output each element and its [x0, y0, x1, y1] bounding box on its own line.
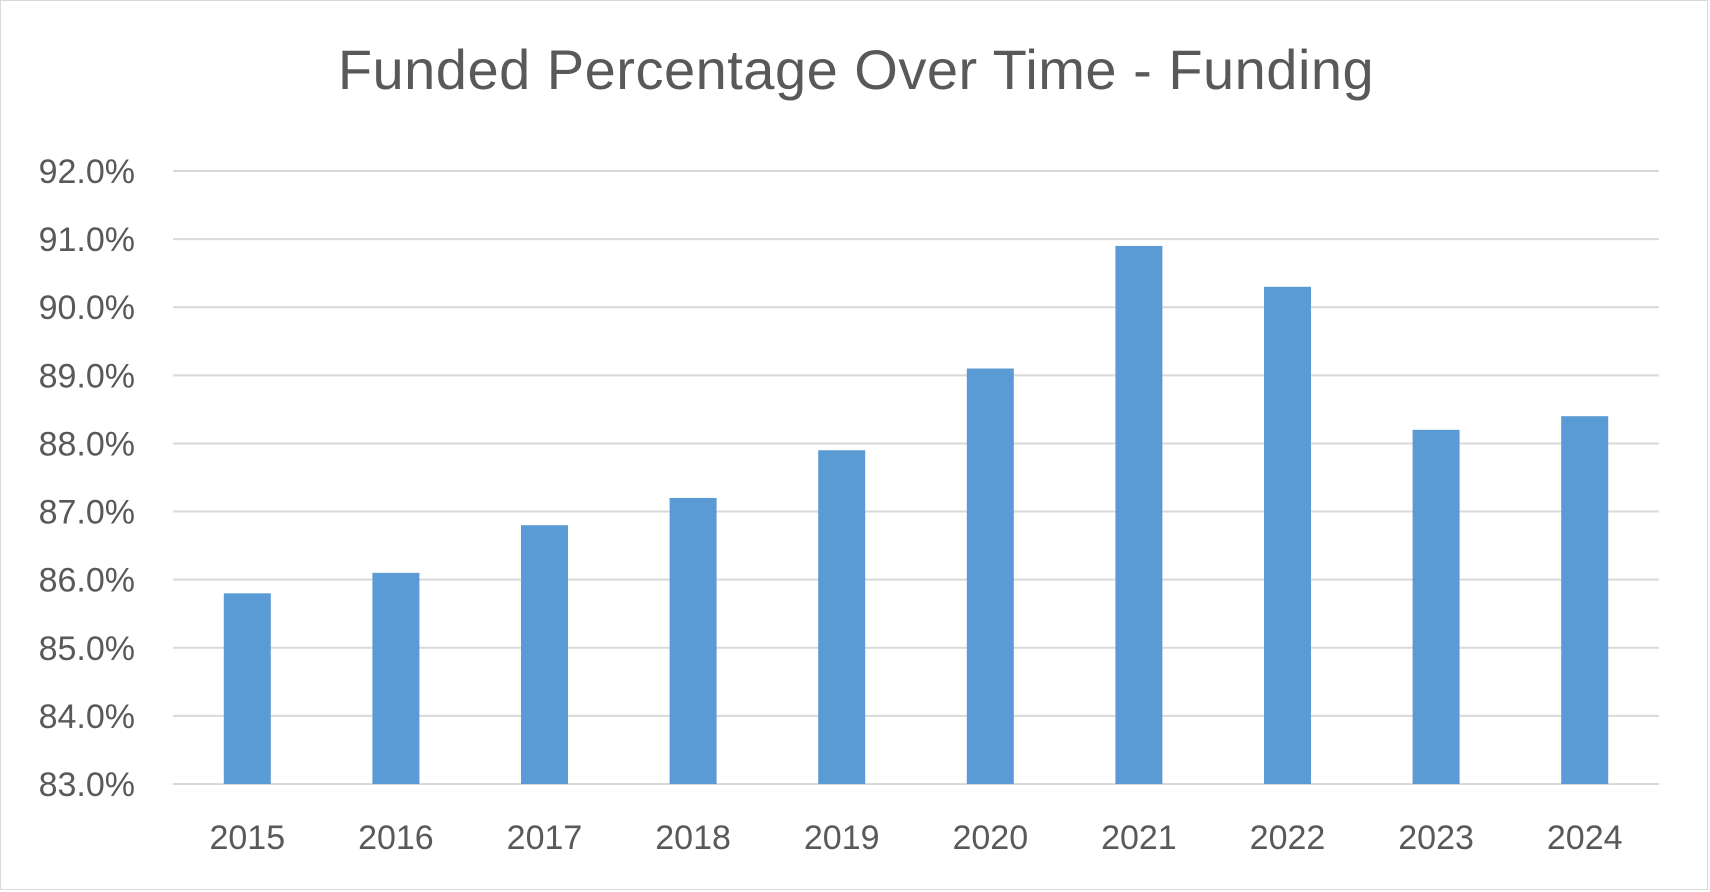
- y-tick-label: 91.0%: [39, 221, 135, 259]
- y-axis-ticks: 83.0% 84.0% 85.0% 86.0% 87.0% 88.0% 89.0% 90.0%…: [39, 153, 135, 804]
- y-tick-label: 90.0%: [39, 289, 135, 327]
- x-tick-label: 2020: [952, 819, 1028, 857]
- bar-2023: [1412, 429, 1460, 784]
- x-axis-ticks: 2015 2016 2017 2018 2019 2020 2021 2022 2023 2024: [209, 819, 1622, 857]
- bar-2015: [223, 593, 271, 784]
- y-tick-label: 86.0%: [39, 562, 135, 600]
- x-tick-label: 2022: [1250, 819, 1326, 857]
- y-tick-label: 88.0%: [39, 425, 135, 463]
- x-tick-label: 2016: [358, 819, 434, 857]
- bar-2020: [966, 368, 1014, 784]
- bar-2021: [1115, 245, 1163, 784]
- x-tick-label: 2015: [209, 819, 285, 857]
- bar-2022: [1264, 286, 1311, 784]
- y-tick-label: 87.0%: [39, 494, 135, 532]
- y-tick-label: 83.0%: [39, 766, 135, 804]
- bar-2018: [669, 497, 717, 784]
- bar-2019: [818, 450, 866, 784]
- y-tick-label: 89.0%: [39, 357, 135, 395]
- bar-2016: [372, 572, 420, 784]
- y-tick-label: 92.0%: [39, 153, 135, 191]
- chart-title: Funded Percentage Over Time - Funding: [337, 38, 1375, 101]
- y-tick-label: 85.0%: [39, 630, 135, 668]
- bar-2017: [521, 525, 568, 784]
- x-tick-label: 2021: [1101, 819, 1177, 857]
- gridlines: [173, 170, 1659, 785]
- bars: [223, 245, 1609, 784]
- y-tick-label: 84.0%: [39, 698, 135, 736]
- x-tick-label: 2023: [1398, 819, 1474, 857]
- x-tick-label: 2019: [804, 819, 880, 857]
- x-tick-label: 2024: [1547, 819, 1623, 857]
- x-tick-label: 2018: [655, 819, 731, 857]
- bar-2024: [1561, 416, 1609, 784]
- x-tick-label: 2017: [507, 819, 583, 857]
